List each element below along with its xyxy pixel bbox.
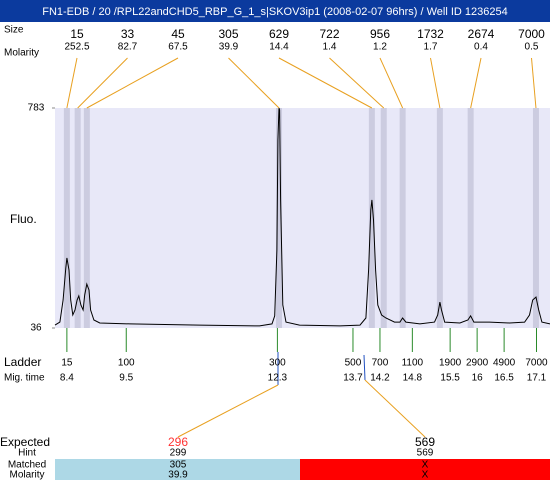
trace: [54, 107, 550, 327]
ladder-size: 2900: [466, 358, 489, 369]
peak-connector: [86, 57, 179, 109]
matched-value: X: [422, 460, 429, 471]
peak-band: [368, 108, 375, 328]
peak-connector: [77, 57, 128, 109]
peak-connector: [470, 57, 482, 109]
ladder-size: 1100: [402, 358, 424, 369]
peak-molarity: 0.4: [474, 42, 488, 53]
peak-molarity: 67.5: [168, 42, 188, 53]
hint-label: Hint: [18, 448, 36, 459]
mig-time: 13.7: [343, 373, 363, 384]
mig-time: 17.1: [527, 373, 547, 384]
ladder-label: Ladder: [4, 355, 41, 369]
peak-connector: [531, 57, 537, 109]
peak-size: 956: [370, 27, 390, 41]
expected-value: 296: [168, 435, 188, 449]
mig-time: 9.5: [119, 373, 133, 384]
peak-size: 7000: [518, 27, 545, 41]
peak-molarity: 39.9: [219, 42, 239, 53]
expected-label: Expected: [0, 435, 50, 449]
peak-band: [399, 108, 406, 328]
peak-molarity: 1.4: [323, 42, 337, 53]
molarity-value: X: [422, 470, 429, 480]
molarity-label: Molarity: [9, 470, 44, 480]
peak-molarity: 252.5: [64, 42, 89, 53]
peak-connector: [228, 57, 280, 109]
peak-connector: [329, 57, 385, 109]
ladder-size: 15: [61, 358, 73, 369]
ladder-size: 700: [372, 358, 389, 369]
peak-band: [380, 108, 387, 328]
peak-size-label: Size: [4, 25, 24, 36]
mig-time: 16.5: [494, 373, 514, 384]
mig-time: 14.8: [403, 373, 423, 384]
match-line: [364, 379, 426, 438]
mig-time: 12.3: [268, 373, 288, 384]
peak-molarity: 1.2: [373, 42, 387, 53]
expected-value: 569: [415, 435, 435, 449]
peak-size: 305: [218, 27, 238, 41]
peak-size: 629: [269, 27, 289, 41]
molarity-value: 39.9: [168, 470, 188, 480]
hint-value: 569: [417, 448, 434, 459]
title: FN1-EDB / 20 /RPL22andCHD5_RBP_G_1_s|SKO…: [42, 6, 508, 18]
peak-size: 722: [319, 27, 339, 41]
peak-band: [436, 108, 443, 328]
peak-band: [83, 108, 90, 328]
mig-time: 8.4: [60, 373, 74, 384]
title-bar: [0, 0, 550, 22]
ladder-size: 1900: [439, 358, 462, 369]
y-tick-label: 36: [30, 323, 42, 334]
ladder-size: 100: [118, 358, 135, 369]
y-tick-label: 783: [28, 103, 45, 114]
mig-time-label: Mig. time: [4, 373, 45, 384]
ladder-size: 500: [345, 358, 362, 369]
ladder-size: 300: [269, 358, 286, 369]
peak-band: [63, 108, 70, 328]
peak-size: 1732: [417, 27, 444, 41]
matched-label: Matched: [8, 460, 46, 471]
peak-connector: [430, 57, 441, 109]
peak-band: [74, 108, 81, 328]
peak-molarity: 0.5: [525, 42, 539, 53]
match-line: [177, 384, 279, 438]
peak-molarity: 82.7: [118, 42, 138, 53]
hint-value: 299: [170, 448, 187, 459]
ladder-size: 4900: [493, 358, 516, 369]
peak-band: [532, 108, 539, 328]
peak-connector: [66, 57, 78, 109]
peak-molarity: 1.7: [424, 42, 438, 53]
peak-size: 2674: [468, 27, 495, 41]
peak-size: 45: [171, 27, 185, 41]
match-line: [363, 354, 366, 381]
molarity-cell: [55, 459, 300, 480]
mig-time: 14.2: [370, 373, 390, 384]
peak-connector: [278, 57, 373, 109]
peak-molarity: 14.4: [269, 42, 289, 53]
matched-value: 305: [170, 460, 187, 471]
peak-size: 15: [70, 27, 84, 41]
y-axis-label: Fluo.: [10, 212, 37, 226]
peak-band: [276, 108, 283, 328]
peak-molarity-label: Molarity: [4, 48, 39, 59]
plot-area: [55, 108, 550, 328]
ladder-size: 7000: [525, 358, 548, 369]
peak-band: [467, 108, 474, 328]
mig-time: 15.5: [440, 373, 460, 384]
peak-size: 33: [121, 27, 135, 41]
molarity-cell: [300, 459, 550, 480]
peak-connector: [379, 57, 404, 109]
mig-time: 16: [472, 373, 484, 384]
